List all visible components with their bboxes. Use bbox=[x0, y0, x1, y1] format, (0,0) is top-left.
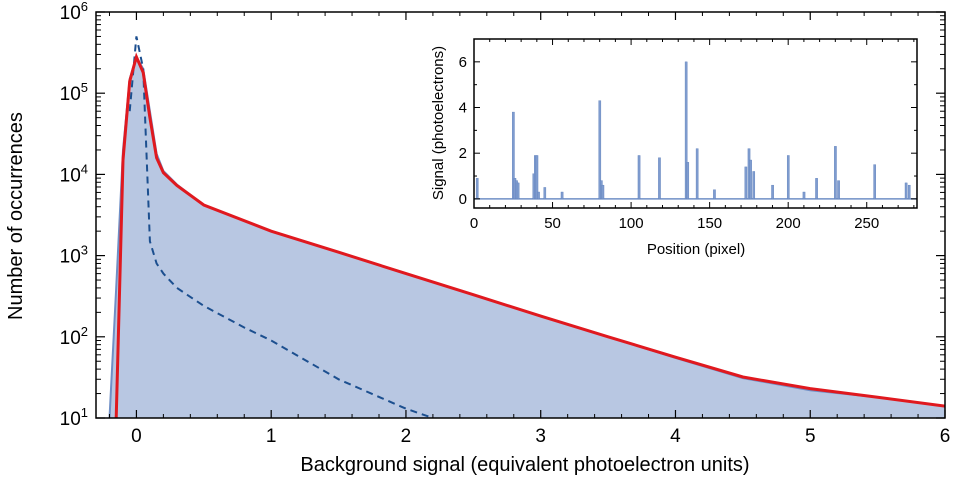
y-tick-label: 106 bbox=[60, 0, 88, 24]
inset-frame bbox=[473, 38, 918, 209]
inset-bar bbox=[786, 155, 790, 200]
x-tick-label: 1 bbox=[266, 426, 277, 447]
inset-x-tick-label: 50 bbox=[544, 215, 561, 232]
inset-bar bbox=[560, 191, 564, 200]
inset-y-tick-label: 6 bbox=[459, 54, 467, 71]
x-tick-label: 5 bbox=[805, 426, 816, 447]
main-y-axis-label: Number of occurrences bbox=[5, 112, 27, 320]
inset-bar bbox=[512, 111, 515, 200]
y-tick-label: 101 bbox=[60, 405, 88, 430]
inset-x-tick-label: 100 bbox=[619, 215, 644, 232]
inset-bar bbox=[535, 155, 539, 200]
y-tick-label: 103 bbox=[60, 243, 88, 268]
inset-bar bbox=[834, 146, 837, 200]
inset-bar bbox=[516, 182, 520, 200]
inset-x-tick-label: 150 bbox=[697, 215, 722, 232]
inset-bar bbox=[815, 178, 818, 200]
inset-bar bbox=[802, 191, 806, 200]
x-tick-label: 6 bbox=[940, 426, 951, 447]
main-x-axis-label: Background signal (equivalent photoelect… bbox=[300, 454, 749, 476]
inset-y-tick-label: 2 bbox=[459, 145, 467, 162]
inset-x-tick-label: 200 bbox=[776, 215, 801, 232]
main-plot-area bbox=[108, 36, 945, 418]
inset-bar bbox=[873, 164, 876, 200]
inset-bar bbox=[837, 180, 840, 200]
main-plot: 0 1 2 3 4 5 6 101 102 103 104 105 106 bbox=[60, 0, 951, 447]
inset-bar bbox=[752, 171, 756, 200]
y-tick-label: 102 bbox=[60, 324, 88, 349]
inset-bar bbox=[537, 191, 540, 200]
inset-bar bbox=[475, 178, 479, 200]
inset-bar bbox=[543, 187, 547, 200]
inset-bar bbox=[684, 61, 688, 200]
inset-bar bbox=[771, 184, 774, 200]
y-tick-label: 105 bbox=[60, 80, 88, 105]
inset-x-tick-label: 0 bbox=[470, 215, 478, 232]
inset-bar bbox=[749, 159, 752, 200]
inset-bar bbox=[637, 155, 641, 200]
x-tick-label: 2 bbox=[401, 426, 412, 447]
fit-line bbox=[114, 52, 945, 418]
inset-bar bbox=[658, 157, 661, 200]
inset-bar bbox=[695, 148, 699, 200]
inset-bar bbox=[713, 189, 716, 200]
inset-bar bbox=[907, 184, 911, 200]
inset-x-tick-label: 250 bbox=[854, 215, 879, 232]
inset-bar bbox=[686, 162, 690, 200]
x-tick-label: 0 bbox=[131, 426, 142, 447]
inset-bar bbox=[598, 100, 602, 200]
inset-plot: 0 50 100 150 200 250 0 2 4 6 bbox=[459, 38, 918, 232]
inset-bar bbox=[601, 184, 605, 200]
inset-y-tick-label: 4 bbox=[459, 100, 467, 117]
inset-y-tick-label: 0 bbox=[459, 191, 467, 208]
x-tick-label: 3 bbox=[535, 426, 546, 447]
inset-y-axis-label: Signal (photoelectrons) bbox=[430, 46, 447, 200]
y-tick-label: 104 bbox=[60, 161, 88, 186]
main-plot-frame bbox=[95, 11, 946, 419]
histogram-area bbox=[109, 56, 945, 418]
inset-bar bbox=[904, 182, 908, 200]
inset-bar bbox=[744, 166, 748, 200]
inset-background bbox=[474, 39, 917, 208]
inset-x-axis-label: Position (pixel) bbox=[647, 241, 745, 258]
x-tick-label: 4 bbox=[670, 426, 681, 447]
